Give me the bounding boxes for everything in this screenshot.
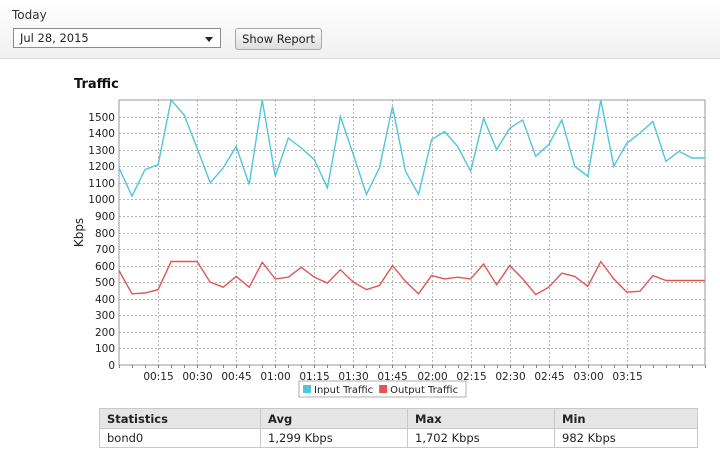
y-axis-label: Kbps [72, 218, 86, 247]
x-tick-label: 00:45 [221, 371, 251, 383]
chart-legend: Input Traffic Output Traffic [298, 380, 467, 398]
cell-max: 1,702 Kbps [407, 428, 555, 448]
plot-area [118, 99, 706, 366]
x-tick-label: 03:15 [612, 371, 642, 383]
y-tick-label: 1400 [88, 128, 115, 140]
chart-series [118, 98, 705, 296]
x-tick-label: 02:15 [456, 371, 486, 383]
table-row: bond0 1,299 Kbps 1,702 Kbps 982 Kbps [99, 428, 698, 448]
column-header-max: Max [407, 408, 555, 429]
y-tick-label: 1100 [88, 178, 115, 190]
statistics-table: Statistics Avg Max Min bond0 1,299 Kbps … [99, 408, 698, 448]
series-line-output [118, 260, 705, 296]
cell-avg: 1,299 Kbps [260, 428, 408, 448]
chart-grid [118, 99, 706, 366]
legend-label: Output Traffic [390, 385, 458, 396]
statistics-header-row: Statistics Avg Max Min [99, 408, 698, 429]
x-tick-label: 01:30 [338, 371, 368, 383]
y-tick-label: 1300 [88, 145, 115, 157]
date-dropdown-value: Jul 28, 2015 [20, 31, 89, 45]
y-tick-label: 200 [95, 327, 115, 339]
x-tick-label: 00:30 [182, 371, 212, 383]
column-header-min: Min [554, 408, 698, 429]
y-tick-label: 900 [95, 211, 115, 223]
cell-interface: bond0 [99, 428, 261, 448]
x-tick-label: 02:30 [495, 371, 525, 383]
series-line-input [118, 98, 705, 198]
traffic-chart: 0 100 200 300 400 500 600 700 800 900 1000 1100 1200… [72, 98, 706, 398]
report-toolbar: Today Jul 28, 2015 Show Report [0, 0, 720, 59]
y-tick-label: 700 [95, 244, 115, 256]
x-tick-label: 01:00 [260, 371, 290, 383]
legend-swatch [379, 385, 388, 393]
date-dropdown[interactable]: Jul 28, 2015 [13, 28, 221, 48]
y-tick-label: 1000 [88, 194, 115, 206]
y-tick-label: 100 [95, 343, 115, 355]
y-tick-label: 300 [95, 310, 115, 322]
y-tick-label: 800 [95, 228, 115, 240]
cell-min: 982 Kbps [554, 428, 698, 448]
x-tick-label: 01:45 [377, 371, 407, 383]
y-tick-label: 600 [95, 261, 115, 273]
show-report-button[interactable]: Show Report [235, 28, 322, 50]
y-tick-label: 0 [108, 360, 115, 372]
y-tick-label: 500 [95, 277, 115, 289]
legend-label: Input Traffic [314, 385, 373, 396]
y-tick-label: 1200 [88, 161, 115, 173]
legend-swatch [303, 385, 311, 393]
x-tick-label: 03:00 [573, 371, 603, 383]
period-label: Today [12, 8, 47, 22]
x-tick-label: 00:15 [143, 371, 173, 383]
chart-title: Traffic [74, 77, 119, 92]
chevron-down-icon[interactable] [205, 37, 213, 42]
column-header-avg: Avg [260, 408, 408, 429]
column-header-statistics: Statistics [99, 408, 261, 429]
y-tick-label: 400 [95, 294, 115, 306]
x-tick-label: 01:15 [299, 371, 329, 383]
chart-axes: 0 100 200 300 400 500 600 700 800 900 1000 1100 1200… [72, 112, 706, 383]
x-tick-label: 02:45 [534, 371, 564, 383]
x-tick-label: 02:00 [417, 371, 447, 383]
y-tick-label: 1500 [88, 112, 115, 124]
